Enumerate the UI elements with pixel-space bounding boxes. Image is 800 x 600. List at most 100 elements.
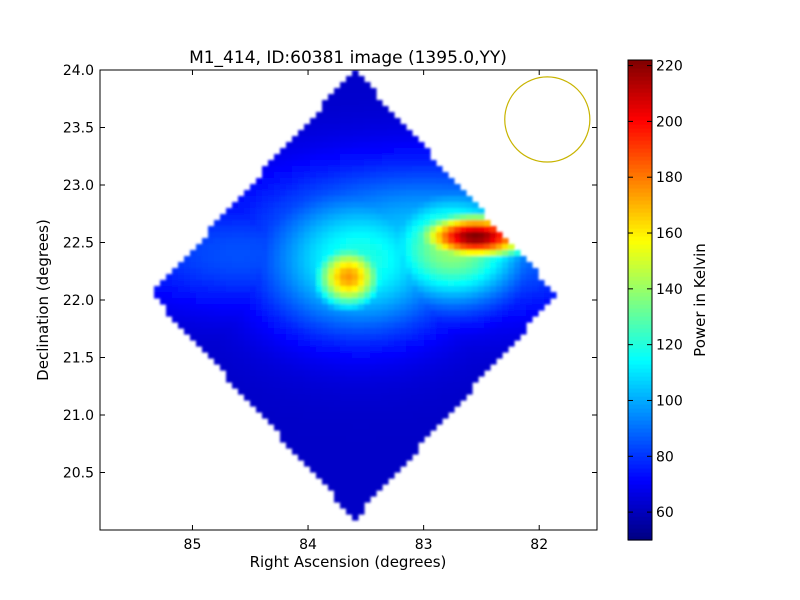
heatmap-cell [400,124,407,131]
heatmap-cell [304,238,311,245]
heatmap-cell [280,202,287,209]
heatmap-cell [388,202,395,209]
heatmap-cell [358,490,365,497]
heatmap-cell [370,418,377,425]
heatmap-cell [382,346,389,353]
heatmap-cell [334,394,341,401]
heatmap-cell [268,262,275,269]
heatmap-cell [310,292,317,299]
heatmap-cell [238,250,245,257]
heatmap-cell [424,400,431,407]
heatmap-cell [262,268,269,275]
heatmap-cell [334,496,341,503]
heatmap-cell [238,346,245,353]
colorbar-segment [628,444,652,449]
heatmap-cell [334,490,341,497]
heatmap-cell [238,376,245,383]
heatmap-cell [490,238,497,245]
heatmap-cell [340,298,347,305]
heatmap-cell [310,460,317,467]
heatmap-cell [358,202,365,209]
heatmap-cell [418,202,425,209]
heatmap-cell [436,316,443,323]
heatmap-cell [508,316,515,323]
colorbar-tick-label: 100 [656,393,683,409]
heatmap-cell [304,370,311,377]
heatmap-cell [406,400,413,407]
heatmap-cell [424,172,431,179]
heatmap-cell [364,358,371,365]
heatmap-cell [280,334,287,341]
heatmap-cell [412,418,419,425]
heatmap-cell [514,298,521,305]
heatmap-cell [436,274,443,281]
heatmap-cell [280,238,287,245]
heatmap-cell [442,262,449,269]
heatmap-cell [352,82,359,89]
colorbar-segment [628,280,652,285]
heatmap-cell [382,394,389,401]
heatmap-cell [406,280,413,287]
heatmap-cell [424,256,431,263]
heatmap-cell [346,172,353,179]
heatmap-cell [442,184,449,191]
heatmap-cell [334,358,341,365]
heatmap-cell [316,142,323,149]
heatmap-cell [430,358,437,365]
heatmap-cell [292,292,299,299]
heatmap-cell [274,298,281,305]
heatmap-cell [334,406,341,413]
heatmap-cell [214,226,221,233]
heatmap-cell [424,178,431,185]
heatmap-cell [382,412,389,419]
colorbar-segment [628,160,652,165]
heatmap-cell [178,316,185,323]
heatmap-cell [304,166,311,173]
heatmap-cell [208,274,215,281]
heatmap-cell [478,310,485,317]
heatmap-cell [388,226,395,233]
heatmap-cell [406,256,413,263]
heatmap-cell [448,340,455,347]
heatmap-cell [292,424,299,431]
heatmap-cell [418,430,425,437]
heatmap-cell [526,316,533,323]
heatmap-cell [418,400,425,407]
heatmap-cell [514,256,521,263]
heatmap-cell [370,430,377,437]
heatmap-cell [430,214,437,221]
heatmap-cell [346,310,353,317]
heatmap-cell [328,382,335,389]
heatmap-cell [238,322,245,329]
heatmap-cell [430,316,437,323]
heatmap-cell [268,208,275,215]
heatmap-cell [232,268,239,275]
heatmap-cell [310,364,317,371]
heatmap-cell [496,298,503,305]
heatmap-cell [394,250,401,257]
heatmap-cell [220,346,227,353]
heatmap-cell [262,274,269,281]
heatmap-cell [244,292,251,299]
heatmap-cell [412,340,419,347]
heatmap-cell [424,298,431,305]
heatmap-cell [388,292,395,299]
heatmap-cell [412,220,419,227]
heatmap-cell [262,256,269,263]
heatmap-cell [412,262,419,269]
heatmap-cell [328,136,335,143]
heatmap-cell [322,226,329,233]
colorbar-segment [628,508,652,513]
heatmap-cell [238,310,245,317]
heatmap-cell [364,220,371,227]
heatmap-cell [370,220,377,227]
heatmap-cell [394,202,401,209]
heatmap-cell [394,268,401,275]
heatmap-cell [196,322,203,329]
heatmap-cell [316,436,323,443]
heatmap-cell [490,244,497,251]
heatmap-cell [400,424,407,431]
heatmap-cell [418,418,425,425]
heatmap-cell [514,262,521,269]
heatmap-cell [298,190,305,197]
